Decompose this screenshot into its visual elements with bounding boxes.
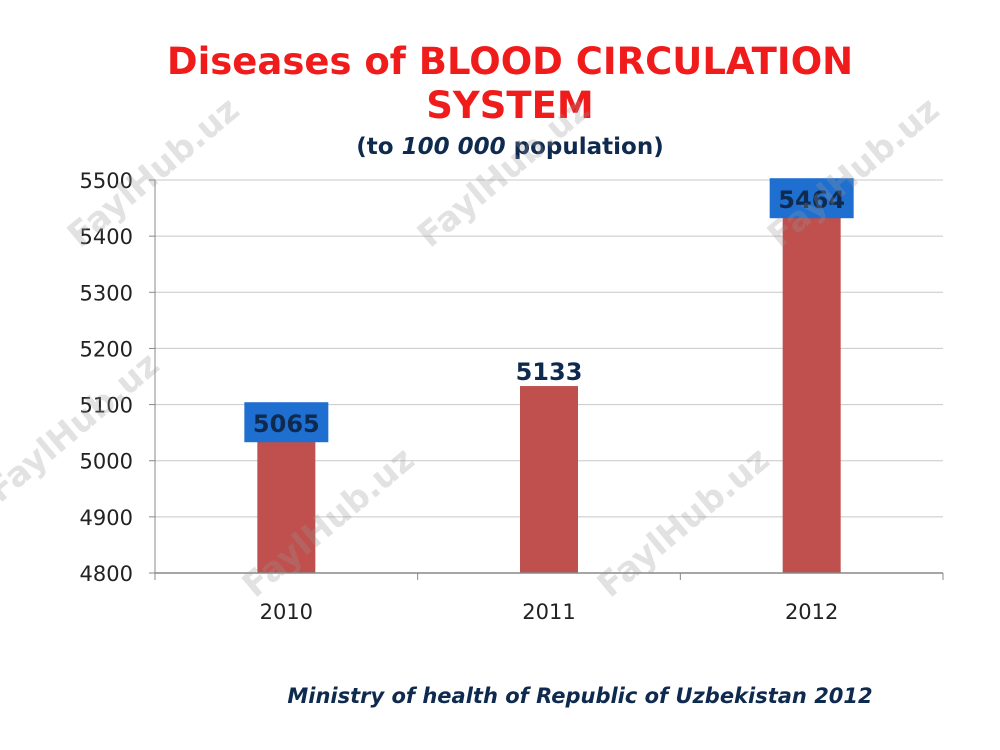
x-tick-label: 2010	[260, 600, 313, 624]
x-axis-labels: 2010 2011 2012	[260, 600, 839, 624]
y-axis-labels: 4800 4900 5000 5100 5200 5300 5400 5500	[80, 169, 133, 586]
y-tick-label: 4800	[80, 562, 133, 586]
value-label-box	[244, 402, 329, 443]
subtitle-prefix: (to	[356, 134, 402, 160]
source-footer: Ministry of health of Republic of Uzbeki…	[287, 684, 873, 708]
bars	[257, 200, 841, 573]
value-label-box	[769, 178, 854, 219]
y-tick-label: 5000	[80, 450, 133, 474]
value-label: 5133	[516, 358, 583, 386]
x-tick-label: 2012	[785, 600, 838, 624]
bar-2011	[520, 386, 578, 573]
chart-subtitle: (to 100 000 population)	[200, 132, 820, 162]
y-tick-label: 5100	[80, 394, 133, 418]
y-tick-label: 5500	[80, 169, 133, 193]
subtitle-suffix: population)	[505, 134, 664, 160]
value-labels: 5065 5133 5464	[244, 178, 854, 443]
y-tick-label: 5300	[80, 281, 133, 305]
bar-2012	[782, 200, 841, 573]
y-tick-label: 5200	[80, 337, 133, 361]
chart-title: Diseases of BLOOD CIRCULATION SYSTEM	[166, 40, 854, 127]
x-axis	[149, 179, 944, 580]
value-label: 5065	[253, 410, 320, 438]
value-label: 5464	[778, 186, 845, 214]
x-tick-label: 2011	[522, 600, 575, 624]
y-tick-label: 4900	[80, 506, 133, 530]
subtitle-emphasis: 100 000	[401, 134, 506, 160]
y-tick-label: 5400	[80, 225, 133, 249]
bar-2010	[257, 424, 316, 573]
